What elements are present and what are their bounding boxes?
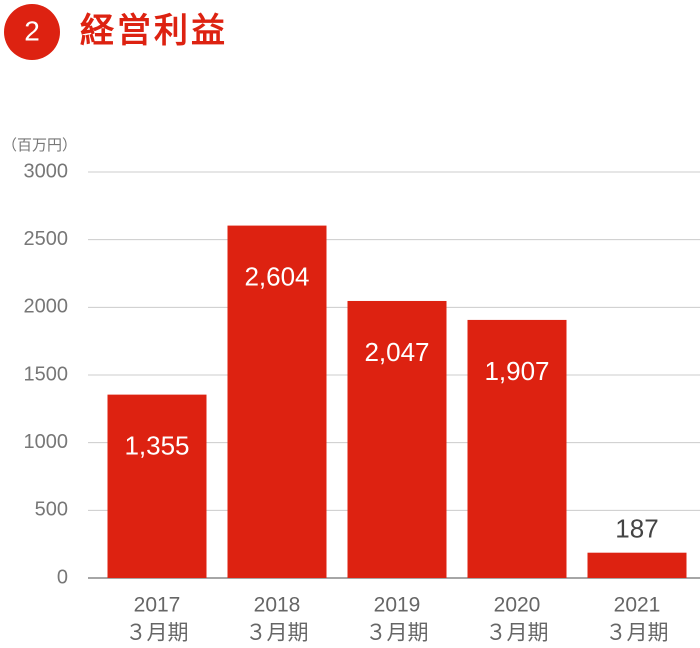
bar (107, 394, 207, 578)
y-tick-label: 0 (57, 566, 68, 588)
chart-title: 経営利益 (80, 12, 228, 50)
value-label: 1,907 (484, 356, 549, 386)
x-tick-sublabel: ３月期 (606, 622, 669, 645)
y-tick-label: 3000 (24, 160, 69, 182)
bar (227, 225, 327, 579)
y-unit: （百万円） (2, 137, 77, 154)
bar (587, 552, 687, 578)
bar (467, 319, 567, 578)
value-label: 2,047 (364, 337, 429, 367)
x-tick-label: 2020 (494, 594, 541, 617)
x-tick-sublabel: ３月期 (246, 622, 309, 645)
section-number: 2 (24, 15, 40, 46)
section-badge (4, 4, 60, 60)
bar (347, 300, 447, 578)
y-tick-label: 2500 (24, 228, 69, 250)
value-label: 187 (615, 514, 658, 544)
x-tick-sublabel: ３月期 (126, 622, 189, 645)
x-tick-sublabel: ３月期 (486, 622, 549, 645)
y-tick-label: 1500 (24, 363, 69, 385)
x-tick-label: 2017 (134, 594, 181, 617)
x-tick-label: 2019 (374, 594, 421, 617)
value-label: 2,604 (244, 261, 309, 291)
y-tick-label: 2000 (24, 296, 69, 318)
value-label: 1,355 (124, 430, 189, 460)
x-tick-label: 2018 (254, 594, 301, 617)
x-tick-label: 2021 (614, 594, 661, 617)
x-tick-sublabel: ３月期 (366, 622, 429, 645)
y-tick-label: 1000 (24, 431, 69, 453)
y-tick-label: 500 (35, 499, 68, 521)
